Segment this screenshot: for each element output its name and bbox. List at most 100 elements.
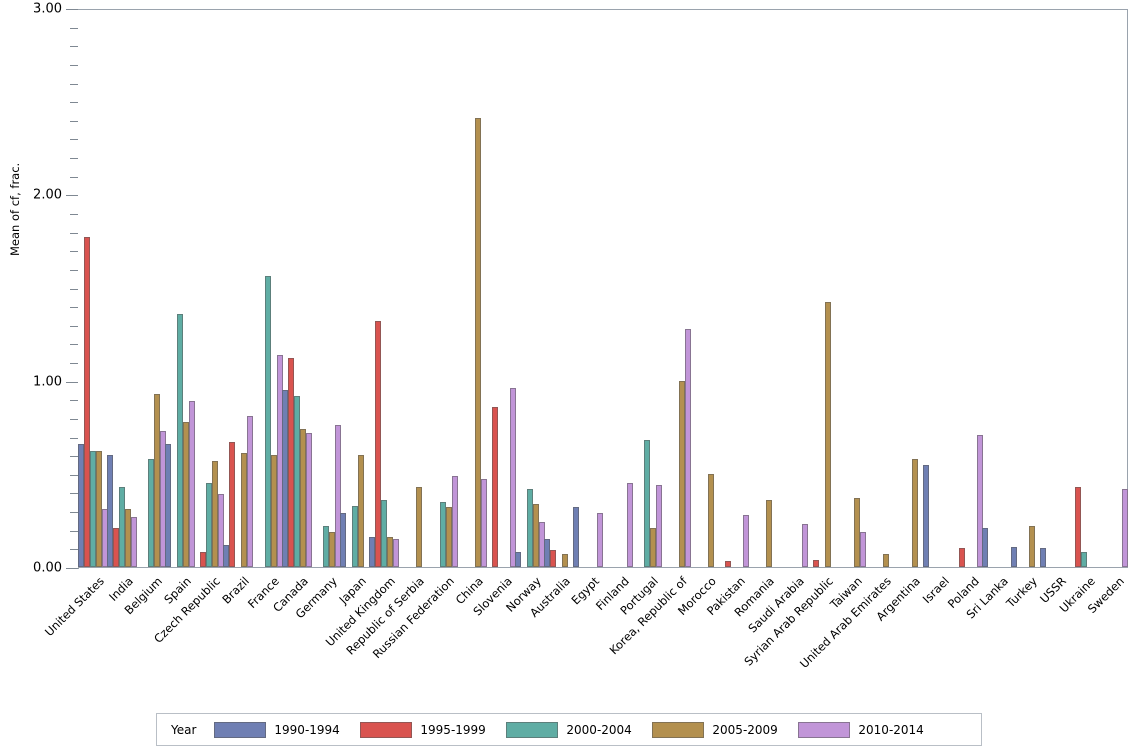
y-axis-minor-tick [70,64,78,66]
bar[interactable] [130,516,137,567]
bar[interactable] [352,505,359,567]
bar[interactable] [597,512,604,567]
bar[interactable] [83,237,90,567]
bar[interactable] [743,514,750,567]
bar[interactable] [439,501,446,567]
bar[interactable] [77,444,84,567]
bar[interactable] [299,429,306,567]
bar[interactable] [725,561,732,567]
y-axis-tick-label: 3.00 [33,1,62,17]
bar[interactable] [293,395,300,567]
legend-item[interactable]: 1990-1994 [214,721,350,738]
bar[interactable] [241,453,248,567]
bar[interactable] [883,553,890,567]
bar[interactable] [95,451,102,567]
bar[interactable] [912,458,919,567]
bar[interactable] [923,464,930,567]
bar[interactable] [1122,488,1129,567]
bar[interactable] [766,499,773,567]
legend-item[interactable]: 1995-1999 [360,721,496,738]
bar[interactable] [626,483,633,567]
bar[interactable] [515,552,522,567]
bar[interactable] [218,494,225,567]
bar[interactable] [445,507,452,567]
bar[interactable] [206,483,213,567]
bar[interactable] [270,455,277,567]
bar[interactable] [824,302,831,567]
bar[interactable] [369,537,376,567]
bar[interactable] [340,512,347,567]
bar[interactable] [1028,526,1035,567]
bar[interactable] [212,460,219,567]
bar[interactable] [393,539,400,567]
bar[interactable] [801,524,808,567]
bar[interactable] [562,553,569,567]
bar[interactable] [491,406,498,567]
bar[interactable] [281,389,288,567]
bar[interactable] [305,432,312,567]
bar[interactable] [976,434,983,567]
bar[interactable] [958,548,965,567]
bar-group [661,8,691,567]
bar[interactable] [147,458,154,567]
bar[interactable] [1040,548,1047,567]
bar[interactable] [451,475,458,567]
bar[interactable] [118,486,125,567]
bar[interactable] [649,527,656,567]
bar[interactable] [229,442,236,567]
bar[interactable] [328,531,335,567]
bar[interactable] [480,479,487,567]
bar[interactable] [183,421,190,567]
y-axis-minor-tick [70,139,78,141]
y-axis-minor-tick [70,269,78,271]
bar-group [428,8,458,567]
bar[interactable] [358,455,365,567]
bar[interactable] [334,425,341,567]
bar[interactable] [981,527,988,567]
bar[interactable] [322,526,329,567]
bar[interactable] [678,380,685,567]
bar[interactable] [153,393,160,567]
bar[interactable] [112,527,119,567]
bar[interactable] [655,485,662,567]
bar[interactable] [124,509,131,567]
legend-item[interactable]: 2005-2009 [652,721,788,738]
bar[interactable] [684,328,691,567]
bar[interactable] [853,498,860,567]
bar[interactable] [381,499,388,567]
bar[interactable] [812,559,819,567]
bar[interactable] [247,416,254,567]
legend-item[interactable]: 2000-2004 [506,721,642,738]
bar[interactable] [264,276,271,567]
bar[interactable] [643,440,650,567]
bar[interactable] [1075,486,1082,567]
legend-item[interactable]: 2010-2014 [798,721,934,738]
bar[interactable] [474,117,481,567]
bar[interactable] [550,550,557,567]
bar-group [690,8,720,567]
legend-item-label: 2010-2014 [858,722,924,737]
bar[interactable] [416,486,423,567]
bar[interactable] [859,531,866,567]
y-axis-minor-tick [70,120,78,122]
bar[interactable] [287,358,294,567]
bar[interactable] [533,503,540,567]
bar[interactable] [527,488,534,567]
bar[interactable] [573,507,580,567]
bar[interactable] [200,552,207,567]
bar[interactable] [189,401,196,567]
bar[interactable] [177,313,184,567]
bar[interactable] [544,539,551,567]
bar[interactable] [1081,552,1088,567]
bar[interactable] [708,473,715,567]
legend-item-label: 2005-2009 [712,722,778,737]
bar[interactable] [89,451,96,567]
bar[interactable] [509,388,516,567]
bar[interactable] [165,444,172,567]
bar[interactable] [375,321,382,567]
y-axis-minor-tick [70,400,78,402]
bar[interactable] [223,544,230,567]
bar[interactable] [106,455,113,567]
bar[interactable] [1010,546,1017,567]
bar[interactable] [387,537,394,567]
